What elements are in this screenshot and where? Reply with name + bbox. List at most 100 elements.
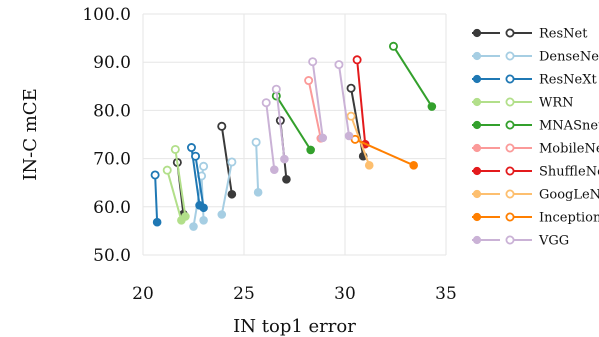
legend-entry-inception: Inception [472,211,599,226]
legend-entry-densenet: DenseNet [472,50,599,65]
connector-line [275,89,286,160]
legend-filled-marker [472,212,482,222]
open-marker [227,157,237,167]
open-marker [346,111,356,121]
legend-entry-shufflenet: ShuffleNet [472,165,599,180]
filled-marker [217,210,227,219]
legend-filled-marker [472,51,482,61]
x-tick-label: 20 [132,284,154,304]
series-vgg [261,57,354,174]
y-tick-label: 80.0 [93,101,131,121]
open-marker [170,144,180,154]
legend-entry-googlenet: GoogLeNet [472,188,599,203]
filled-marker [318,133,328,143]
y-tick-label: 60.0 [93,198,131,218]
x-tick-label: 25 [233,284,255,304]
filled-marker [152,217,162,227]
legend-filled-marker [472,97,482,107]
connector-line [392,45,433,108]
legend-open-marker [505,166,515,176]
filled-marker [270,165,279,174]
connector-line [166,169,183,221]
open-marker [334,60,344,70]
connector-line [220,161,233,215]
series-shufflenet [352,55,370,149]
series-resnext [150,143,208,227]
open-marker [346,83,356,93]
legend-open-marker [505,28,515,38]
series-mnasnet [271,41,437,155]
connector-line [220,126,233,195]
legend-label: VGG [538,234,569,249]
legend-entry-resnet: ResNet [472,27,588,42]
legend-open-marker [505,189,515,199]
y-tick-label: 90.0 [93,53,131,73]
legend-label: WRN [539,96,574,111]
legend-filled-marker [472,74,482,84]
legend-filled-marker [472,235,482,245]
y-tick-label: 100.0 [82,5,131,25]
legend-entry-wrn: WRN [472,96,574,111]
legend-entry-vgg: VGG [472,234,569,249]
legend-filled-marker [472,120,482,130]
filled-marker [282,175,291,184]
x-tick-label: 35 [435,284,457,304]
connector-line [154,174,159,223]
legend-entry-resnext: ResNeXt [472,73,597,88]
legend-entry-mobilenet: MobileNet [472,142,599,157]
legend-open-marker [505,51,515,61]
connector-line [356,59,367,145]
tick-labels: 20 25 30 35 50.0 60.0 70.0 80.0 90.0 100.0 [82,5,456,304]
filled-marker [306,145,315,155]
connector-line [307,80,322,139]
plot-area [150,41,437,231]
connector-line [275,95,312,151]
series-densenet [189,137,263,231]
open-marker [388,41,398,51]
open-marker [271,84,281,94]
connector-line [337,64,351,137]
open-marker [261,98,271,108]
connector-line [265,102,276,170]
legend-open-marker [505,212,515,222]
legend-label: MNASnet [539,119,599,134]
y-tick-label: 50.0 [93,246,131,266]
open-marker [217,121,227,131]
legend-filled-marker [472,143,482,153]
legend-filled-marker [472,189,482,199]
x-axis-label: IN top1 error [233,316,356,337]
open-marker [304,76,314,86]
legend-label: MobileNet [539,142,599,157]
connector-line [311,61,324,139]
filled-marker [189,222,198,231]
open-marker [251,137,261,147]
legend-label: ResNeXt [539,73,597,88]
legend-open-marker [505,74,515,84]
filled-marker [364,161,374,170]
open-marker [191,151,201,161]
legend-label: ResNet [539,27,588,42]
legend-entry-mnasnet: MNASnet [472,119,599,134]
legend-label: DenseNet [539,50,599,65]
connector-line [194,156,205,208]
legend-filled-marker [472,28,482,38]
legend-label: GoogLeNet [539,188,599,203]
open-marker [186,143,196,153]
open-marker [150,170,160,180]
legend-open-marker [505,235,515,245]
connector-line [174,149,187,217]
x-tick-label: 30 [334,284,356,304]
filled-marker [199,215,208,225]
legend-open-marker [505,120,515,130]
filled-marker [227,189,237,199]
legend: ResNet DenseNet ResNeXt WRN MNASnet MobileNet… [472,27,599,249]
filled-marker [280,154,289,164]
y-tick-label: 70.0 [93,150,131,170]
filled-marker [344,131,354,141]
legend-open-marker [505,97,515,107]
legend-label: ShuffleNet [539,165,599,180]
filled-marker [427,102,437,111]
open-marker [308,57,318,67]
filled-marker [199,203,208,213]
